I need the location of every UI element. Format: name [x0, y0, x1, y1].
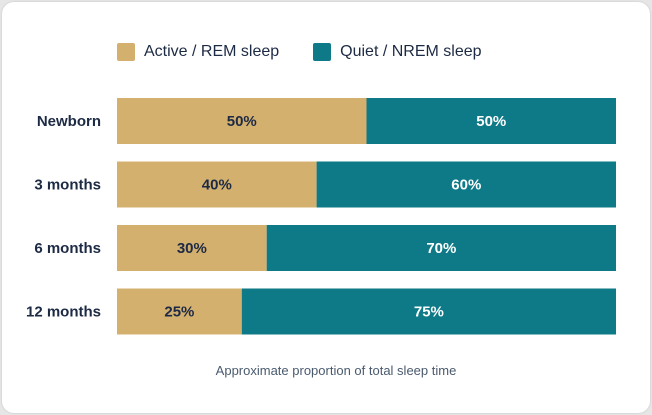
legend-item-nrem: Quiet / NREM sleep [313, 43, 482, 61]
bar-rem-newborn [117, 98, 367, 144]
data-label-rem-3-months: 40% [202, 177, 232, 194]
y-tick-label-newborn: Newborn [37, 113, 101, 130]
chart-caption: Approximate proportion of total sleep ti… [215, 363, 457, 378]
y-tick-label-6-months: 6 months [34, 240, 101, 257]
legend: Active / REM sleep Quiet / NREM sleep [117, 43, 516, 61]
data-label-rem-12-months: 25% [164, 304, 194, 321]
data-label-nrem-newborn: 50% [476, 113, 506, 130]
legend-swatch-nrem [313, 43, 332, 61]
data-label-nrem-3-months: 60% [451, 177, 481, 194]
bar-rem-12-months [117, 288, 242, 335]
legend-item-rem: Active / REM sleep [117, 43, 279, 61]
bar-nrem-3-months [316, 161, 616, 208]
y-tick-label-3-months: 3 months [34, 177, 101, 194]
legend-label-nrem: Quiet / NREM sleep [340, 43, 482, 60]
legend-swatch-rem [117, 43, 135, 61]
data-label-nrem-6-months: 70% [426, 240, 456, 257]
data-label-nrem-12-months: 75% [414, 304, 444, 321]
legend-label-rem: Active / REM sleep [144, 43, 280, 60]
bar-nrem-newborn [366, 98, 616, 144]
bar-nrem-6-months [266, 225, 616, 271]
bar-nrem-12-months [241, 288, 616, 335]
data-label-rem-6-months: 30% [177, 240, 207, 257]
y-tick-label-12-months: 12 months [26, 304, 101, 321]
bar-rem-6-months [117, 225, 267, 271]
data-label-rem-newborn: 50% [227, 113, 257, 130]
bar-rem-3-months [117, 161, 317, 208]
